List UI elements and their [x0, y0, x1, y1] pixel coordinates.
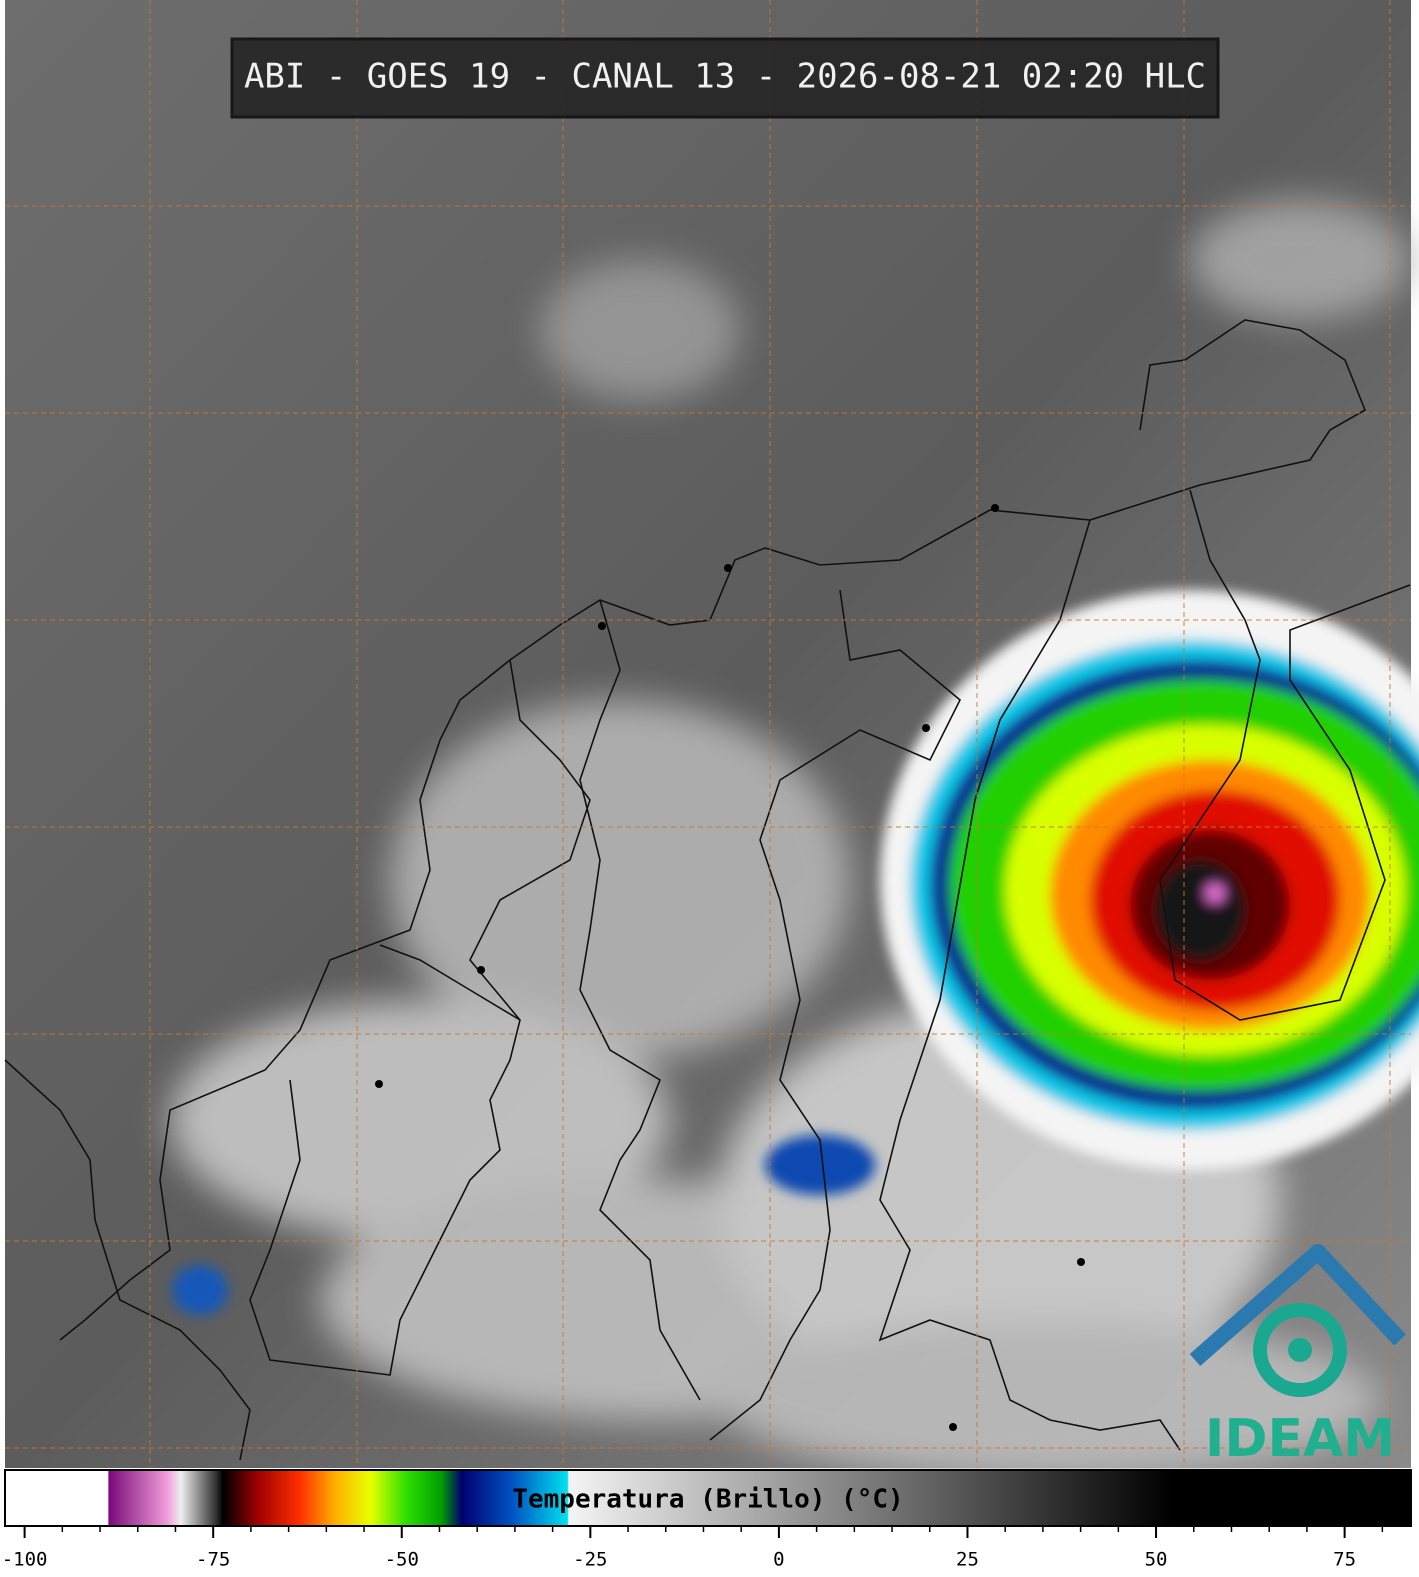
title-box: ABI - GOES 19 - CANAL 13 - 2026-08-21 02… [230, 37, 1220, 119]
graticule [5, 0, 1411, 1468]
tick-label: 50 [1145, 1549, 1168, 1571]
tick-label: 0 [773, 1549, 784, 1571]
logo-text: IDEAM [1205, 1409, 1395, 1469]
tick-label: -50 [385, 1549, 419, 1571]
tick-label: 25 [956, 1549, 979, 1571]
boundaries [4, 319, 1411, 1461]
logo: IDEAM [1189, 1244, 1406, 1469]
tick-label: -75 [196, 1549, 230, 1571]
cities [375, 504, 1085, 1431]
title: ABI - GOES 19 - CANAL 13 - 2026-08-21 02… [244, 57, 1206, 97]
tick-label: -25 [573, 1549, 607, 1571]
colorbar-label: Temperatura (Brillo) (°C) [512, 1485, 903, 1515]
colorbar: Temperatura (Brillo) (°C) -100 -75 -50 -25 0… [2, 1469, 1412, 1571]
satellite-image [4, 0, 1419, 1480]
tick-label: -100 [2, 1549, 48, 1571]
tick-label: 75 [1333, 1549, 1356, 1571]
